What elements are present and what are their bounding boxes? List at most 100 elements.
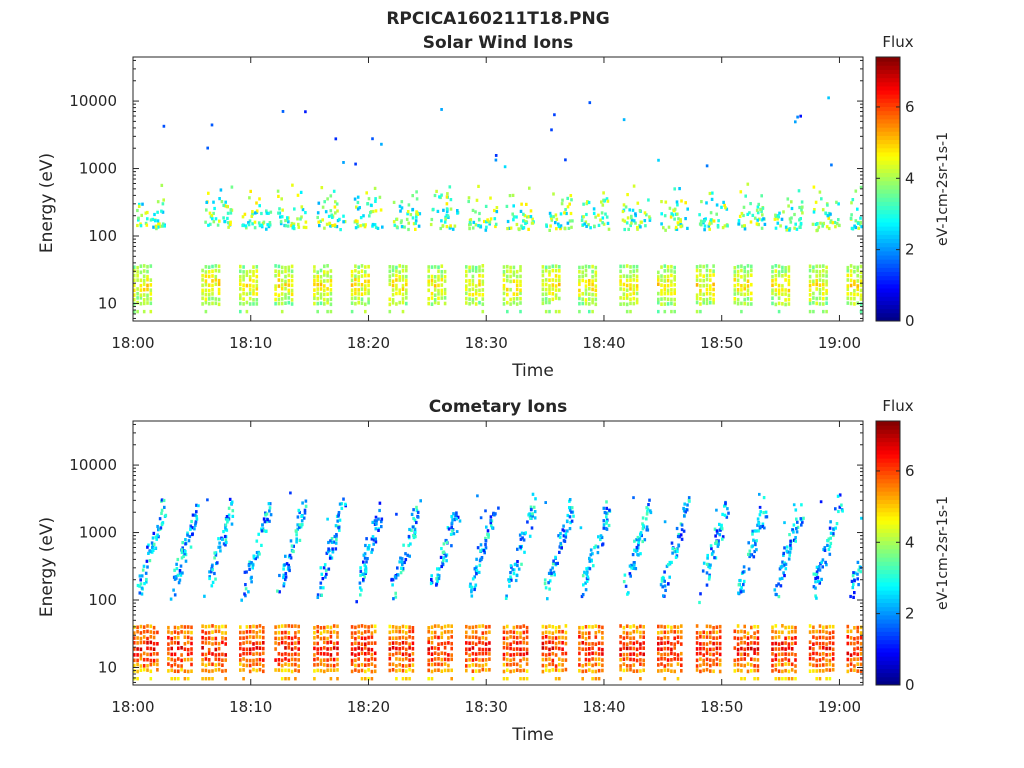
flux-pixel [297,647,300,651]
flux-pixel [239,293,242,297]
flux-pixel [663,657,667,661]
flux-pixel [512,279,516,283]
flux-pixel [419,499,422,503]
flux-pixel [440,296,444,300]
flux-pixel [268,506,272,510]
flux-pixel [705,277,709,282]
flux-pixel [167,635,170,640]
flux-pixel [149,677,153,681]
flux-pixel [362,553,366,557]
colorbar-swatch [876,118,900,124]
flux-pixel [578,651,581,656]
flux-pixel [846,624,850,629]
flux-pixel [712,626,715,630]
flux-pixel [506,624,509,629]
flux-pixel [327,567,331,571]
colorbar-swatch [876,271,900,277]
flux-pixel [449,532,453,536]
flux-pixel [784,562,788,566]
colorbar-swatch [876,201,900,207]
flux-pixel [450,668,453,673]
flux-pixel [647,198,650,202]
flux-pixel [588,624,591,629]
flux-pixel [502,645,506,650]
flux-pixel [790,647,794,651]
flux-pixel [357,292,360,296]
flux-pixel [683,502,686,506]
flux-pixel [712,647,715,652]
flux-pixel [357,270,360,275]
x-tick-label: 18:00 [111,698,154,716]
flux-pixel [564,667,568,672]
flux-pixel [178,578,182,582]
colorbar-swatch [876,425,900,430]
flux-pixel [581,274,584,279]
flux-pixel [634,549,638,553]
flux-pixel [260,527,263,531]
flux-pixel [756,651,760,656]
flux-pixel [221,640,224,645]
flux-pixel [206,498,209,502]
flux-pixel [808,640,812,644]
flux-pixel [440,625,444,630]
flux-pixel [629,270,632,274]
flux-pixel [564,624,568,628]
flux-pixel [360,297,364,301]
flux-pixel [637,553,640,557]
colorbar-swatch [876,209,900,215]
flux-pixel [758,492,761,496]
flux-pixel [170,646,173,651]
flux-pixel [336,635,339,639]
flux-pixel [149,669,153,674]
flux-pixel [619,269,622,274]
flux-pixel [702,264,705,269]
flux-pixel [364,677,367,681]
flux-pixel [313,296,316,301]
flux-pixel [404,558,408,562]
flux-pixel [476,494,479,498]
flux-pixel [756,630,760,634]
flux-pixel [366,557,369,561]
flux-pixel [721,512,724,516]
flux-pixel [465,635,468,639]
flux-pixel [601,652,604,656]
x-tick-label: 18:10 [229,334,272,352]
flux-pixel [470,588,473,592]
flux-pixel [337,511,341,515]
flux-pixel [594,624,598,628]
flux-pixel [445,195,449,199]
flux-pixel [180,653,183,657]
flux-pixel [268,509,271,513]
flux-pixel [771,625,774,630]
flux-pixel [558,274,561,279]
flux-pixel [740,636,743,641]
flux-pixel [136,583,140,588]
flux-pixel [142,564,146,568]
flux-pixel [591,274,594,279]
flux-pixel [667,225,671,229]
flux-pixel [207,641,211,645]
flux-pixel [151,217,154,221]
flux-pixel [248,219,252,223]
flux-pixel [405,301,408,306]
flux-pixel [619,667,622,672]
flux-pixel [427,640,430,645]
flux-pixel [204,220,207,224]
flux-pixel [201,291,204,296]
flux-pixel [217,625,221,629]
flux-pixel [509,279,512,284]
flux-pixel [296,193,300,197]
flux-pixel [515,283,519,287]
flux-pixel [405,291,408,296]
flux-pixel [829,212,832,216]
flux-pixel [544,268,548,273]
x-tick-label: 18:50 [700,698,743,716]
flux-pixel [258,629,262,634]
flux-pixel [201,302,204,306]
flux-pixel [544,292,548,296]
flux-pixel [436,567,439,571]
flux-pixel [591,297,594,302]
flux-pixel [774,288,778,292]
flux-pixel [290,636,294,641]
